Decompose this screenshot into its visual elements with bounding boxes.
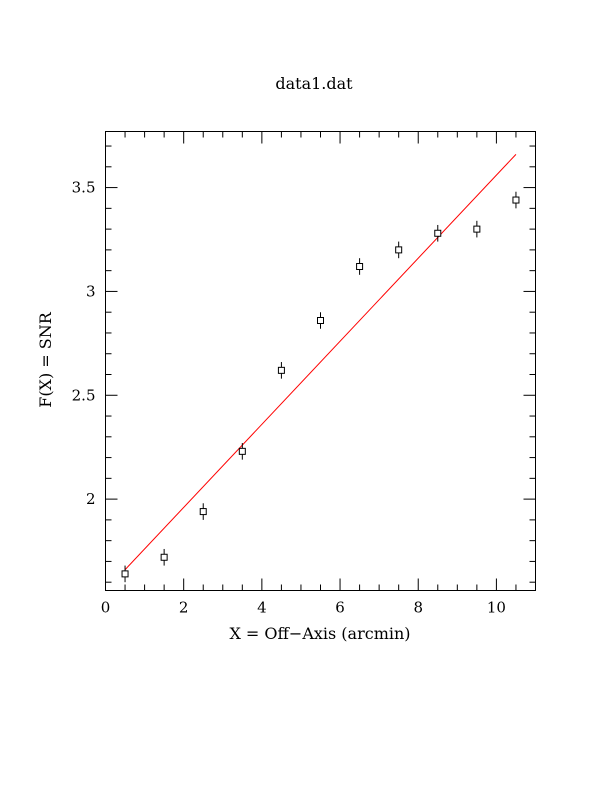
fit-line (124, 154, 517, 571)
data-point (199, 508, 207, 516)
data-point (121, 570, 129, 578)
data-point (317, 317, 324, 324)
x-axis-label: X = Off−Axis (arcmin) (229, 624, 410, 643)
x-tick-label: 10 (487, 599, 506, 617)
data-point (434, 229, 442, 237)
axis-ticks (105, 131, 536, 591)
data-point (473, 225, 481, 233)
x-tick-label: 2 (179, 599, 189, 617)
y-tick-label: 3 (86, 282, 96, 300)
data-point (356, 263, 364, 270)
data-point (277, 366, 285, 374)
x-tick-label: 4 (257, 599, 267, 617)
x-tick-label: 6 (335, 599, 345, 617)
tick-labels: 0 2 4 6 8 10 2 2.5 3 3.5 (72, 179, 506, 617)
data-points (121, 191, 520, 583)
data-point (238, 447, 246, 455)
chart-title: data1.dat (275, 74, 353, 93)
y-tick-label: 3.5 (72, 179, 96, 197)
data-point (512, 196, 520, 204)
fit-line-group (124, 154, 517, 571)
y-tick-label: 2 (86, 490, 96, 508)
y-axis-label: F(X) = SNR (36, 311, 55, 408)
data-point (395, 246, 403, 254)
data-point (160, 553, 168, 561)
x-tick-label: 8 (413, 599, 423, 617)
y-tick-label: 2.5 (72, 386, 96, 404)
x-tick-label: 0 (101, 599, 111, 617)
